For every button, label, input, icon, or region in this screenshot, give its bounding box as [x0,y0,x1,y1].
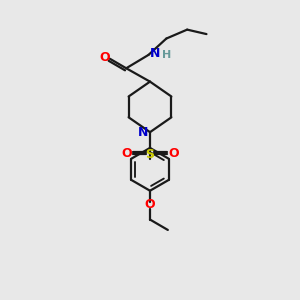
Text: H: H [162,50,171,61]
Text: O: O [99,51,110,64]
Text: S: S [146,148,154,161]
Text: O: O [145,198,155,211]
Text: N: N [138,126,148,139]
Text: N: N [150,47,160,60]
Text: O: O [169,147,179,161]
Text: O: O [121,147,131,161]
